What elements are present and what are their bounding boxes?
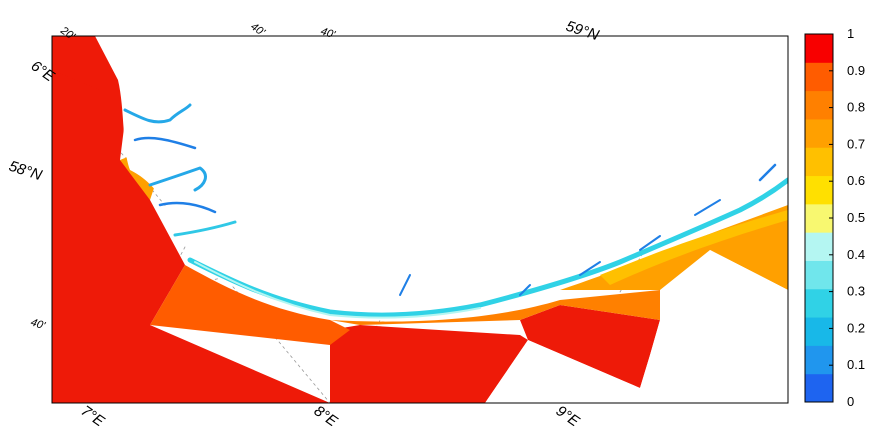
colorbar-tick-label: 0.7 bbox=[847, 136, 865, 151]
lat-label-58: 58°N bbox=[7, 158, 44, 185]
colorbar-swatch bbox=[805, 260, 833, 290]
colorbar-swatches bbox=[805, 34, 833, 403]
coastline-fjords bbox=[123, 103, 788, 319]
colorbar-swatch bbox=[805, 175, 833, 205]
colorbar-ticks: 1 0.9 0.8 0.7 0.6 0.5 0.4 0.3 0.2 0.1 0 bbox=[829, 26, 865, 409]
lon-label-8: 8°E bbox=[311, 402, 342, 430]
colorbar-swatch bbox=[805, 203, 833, 233]
colorbar-tick-label: 0.8 bbox=[847, 100, 865, 115]
lat-label-57-40: 40' bbox=[29, 316, 47, 332]
colorbar-swatch bbox=[805, 118, 833, 148]
colorbar-tick-label: 0 bbox=[847, 394, 854, 409]
colorbar-swatch bbox=[805, 317, 833, 346]
colorbar-swatch bbox=[805, 147, 833, 177]
colorbar-swatch bbox=[805, 288, 833, 318]
lon-label-7: 7°E bbox=[78, 402, 109, 430]
colorbar-tick-label: 0.9 bbox=[847, 63, 865, 78]
colorbar-swatch bbox=[805, 62, 833, 92]
colorbar-tick-label: 0.2 bbox=[847, 320, 865, 335]
colorbar-tick-label: 0.3 bbox=[847, 284, 865, 299]
colorbar: 1 0.9 0.8 0.7 0.6 0.5 0.4 0.3 0.2 0.1 0 bbox=[804, 26, 865, 409]
land-mask bbox=[95, 36, 788, 403]
colorbar-tick-label: 1 bbox=[847, 26, 854, 41]
colorbar-tick-label: 0.4 bbox=[847, 247, 865, 262]
colorbar-swatch bbox=[805, 373, 833, 403]
colorbar-tick-label: 0.5 bbox=[847, 210, 865, 225]
colorbar-swatch bbox=[805, 34, 833, 63]
colorbar-tick-label: 0.6 bbox=[847, 173, 865, 188]
colorbar-tick-label: 0.1 bbox=[847, 357, 865, 372]
lat-label-58-40: 40' bbox=[319, 25, 337, 41]
colorbar-swatch bbox=[805, 232, 833, 261]
lon-label-9: 9°E bbox=[553, 402, 584, 430]
colorbar-swatch bbox=[805, 90, 833, 120]
map-frame bbox=[51, 35, 789, 404]
colorbar-swatch bbox=[805, 345, 833, 375]
model-domain-red bbox=[52, 36, 660, 403]
map-area bbox=[52, 36, 788, 403]
